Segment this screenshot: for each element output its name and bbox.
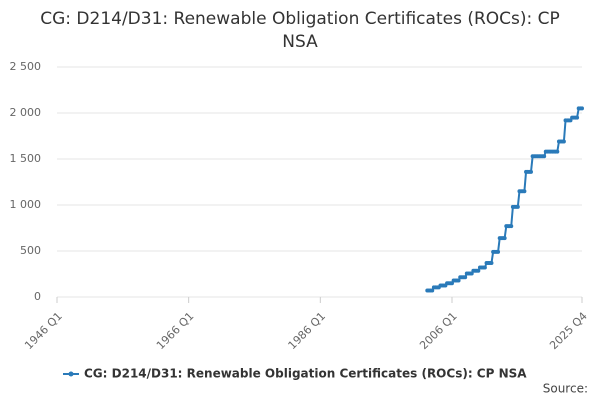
y-tick-label: 1 000 (10, 198, 42, 211)
y-tick-label: 0 (34, 290, 41, 303)
y-tick-label: 2 500 (10, 60, 42, 73)
point (489, 260, 494, 265)
y-tick-label: 2 000 (10, 106, 42, 119)
point (496, 249, 501, 254)
point (580, 106, 584, 111)
legend-label: CG: D214/D31: Renewable Obligation Certi… (84, 367, 527, 381)
legend-marker (68, 371, 74, 377)
point (515, 204, 520, 209)
x-tick-label: 2006 Q1 (417, 310, 460, 353)
y-tick-label: 1 500 (10, 152, 42, 165)
point (522, 189, 527, 194)
source: Source: (543, 382, 588, 396)
point (509, 224, 514, 229)
x-tick-label: 1966 Q1 (154, 310, 197, 353)
x-tick-label: 1986 Q1 (286, 310, 329, 353)
point (456, 278, 461, 283)
point (463, 275, 468, 280)
line (427, 107, 582, 292)
x-tick-label: 1946 Q1 (22, 310, 65, 353)
x-tick-label: 2025 Q4 (547, 310, 590, 353)
point (542, 154, 547, 159)
point (575, 115, 580, 120)
point (482, 265, 487, 270)
chart-title: CG: D214/D31: Renewable Obligation Certi… (40, 9, 560, 52)
point (430, 288, 435, 293)
point (555, 149, 560, 154)
point (561, 139, 566, 144)
y-tick-label: 500 (20, 244, 41, 257)
point (528, 169, 533, 174)
point (476, 268, 481, 273)
point (502, 236, 507, 241)
